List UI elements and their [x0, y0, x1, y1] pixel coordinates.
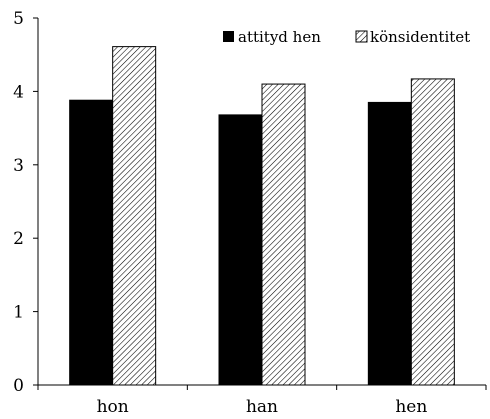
bar-attityd-hen-hon: [69, 99, 114, 386]
bar-konsidentitet-han: [261, 83, 306, 386]
y-tick-label: 5: [13, 9, 24, 29]
y-tick-label: 0: [13, 376, 24, 396]
x-tick-label: hen: [395, 397, 427, 417]
bar-konsidentitet-hon: [112, 46, 157, 386]
y-ticks: 0 1 2 3 4 5: [13, 9, 38, 396]
bar-konsidentitet-hen: [410, 78, 455, 386]
y-tick-label: 4: [13, 82, 24, 102]
y-tick-label: 2: [13, 229, 24, 249]
y-tick-label: 1: [13, 303, 24, 323]
legend-label-series-2: könsidentitet: [370, 28, 470, 46]
legend: attityd hen könsidentitet: [223, 28, 470, 46]
x-tick-label: han: [246, 397, 278, 417]
bar-attityd-hen-han: [218, 114, 263, 386]
bar-attityd-hen-hen: [367, 101, 412, 386]
legend-swatch-solid: [223, 31, 234, 42]
x-ticks: hon han hen: [37, 385, 487, 417]
legend-swatch-hatched: [355, 30, 368, 43]
x-tick-label: hon: [97, 397, 129, 417]
bars: [69, 46, 455, 386]
legend-label-series-1: attityd hen: [238, 28, 321, 46]
y-tick-label: 3: [13, 156, 24, 176]
